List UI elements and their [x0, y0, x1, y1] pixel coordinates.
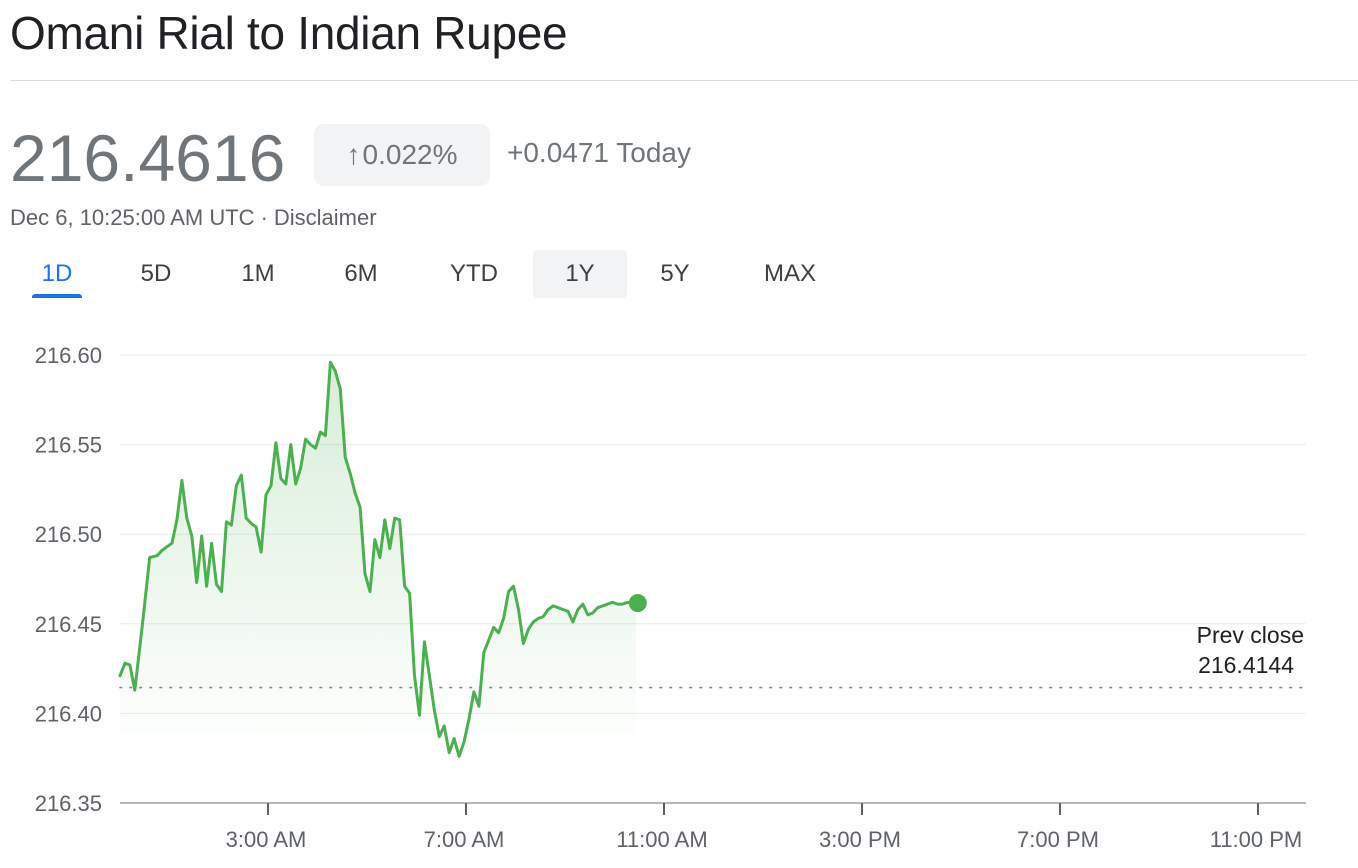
current-price: 216.4616: [10, 121, 286, 195]
series-line: [118, 360, 638, 758]
range-tab-max[interactable]: MAX: [763, 260, 816, 287]
quote-timestamp-row: Dec 6, 10:25:00 AM UTC · Disclaimer: [10, 205, 377, 231]
disclaimer-link[interactable]: Disclaimer: [273, 205, 377, 230]
change-percent-value: 0.022%: [362, 139, 458, 170]
quote-timestamp: Dec 6, 10:25:00 AM UTC: [10, 205, 255, 230]
x-tick-label: 7:00 AM: [424, 827, 505, 852]
range-tab-5y[interactable]: 5Y: [660, 260, 690, 287]
change-percent-badge: ↑ 0.022%: [314, 124, 490, 186]
x-tick-label: 3:00 PM: [819, 827, 901, 852]
range-tab-5d[interactable]: 5D: [140, 260, 172, 287]
prev-close-value: 216.4144: [1198, 652, 1294, 678]
series-area-fill: [120, 362, 636, 757]
arrow-up-icon: ↑: [346, 139, 361, 170]
prev-close-label: Prev close: [1197, 622, 1304, 648]
page-title: Omani Rial to Indian Rupee: [10, 7, 568, 59]
title-divider: [10, 80, 1358, 81]
x-tick-label: 3:00 AM: [226, 827, 307, 852]
timestamp-separator: ·: [260, 205, 268, 230]
x-tick-label: 7:00 PM: [1017, 827, 1099, 852]
y-tick-label: 216.60: [35, 343, 102, 368]
y-tick-label: 216.40: [35, 701, 102, 726]
current-point-marker: [628, 594, 647, 613]
y-tick-label: 216.45: [35, 612, 102, 637]
x-tick-label: 11:00 PM: [1210, 827, 1303, 852]
range-tab-1y[interactable]: 1Y: [533, 250, 627, 298]
range-tab-6m[interactable]: 6M: [344, 260, 378, 287]
y-tick-label: 216.35: [35, 791, 102, 816]
x-tick-label: 11:00 AM: [616, 827, 707, 852]
y-tick-label: 216.55: [35, 433, 102, 458]
change-absolute: +0.0471 Today: [507, 137, 691, 168]
range-tab-1m[interactable]: 1M: [241, 260, 275, 287]
range-tab-1d[interactable]: 1D: [32, 250, 82, 298]
range-tab-ytd[interactable]: YTD: [450, 260, 498, 287]
y-tick-label: 216.50: [35, 522, 102, 547]
